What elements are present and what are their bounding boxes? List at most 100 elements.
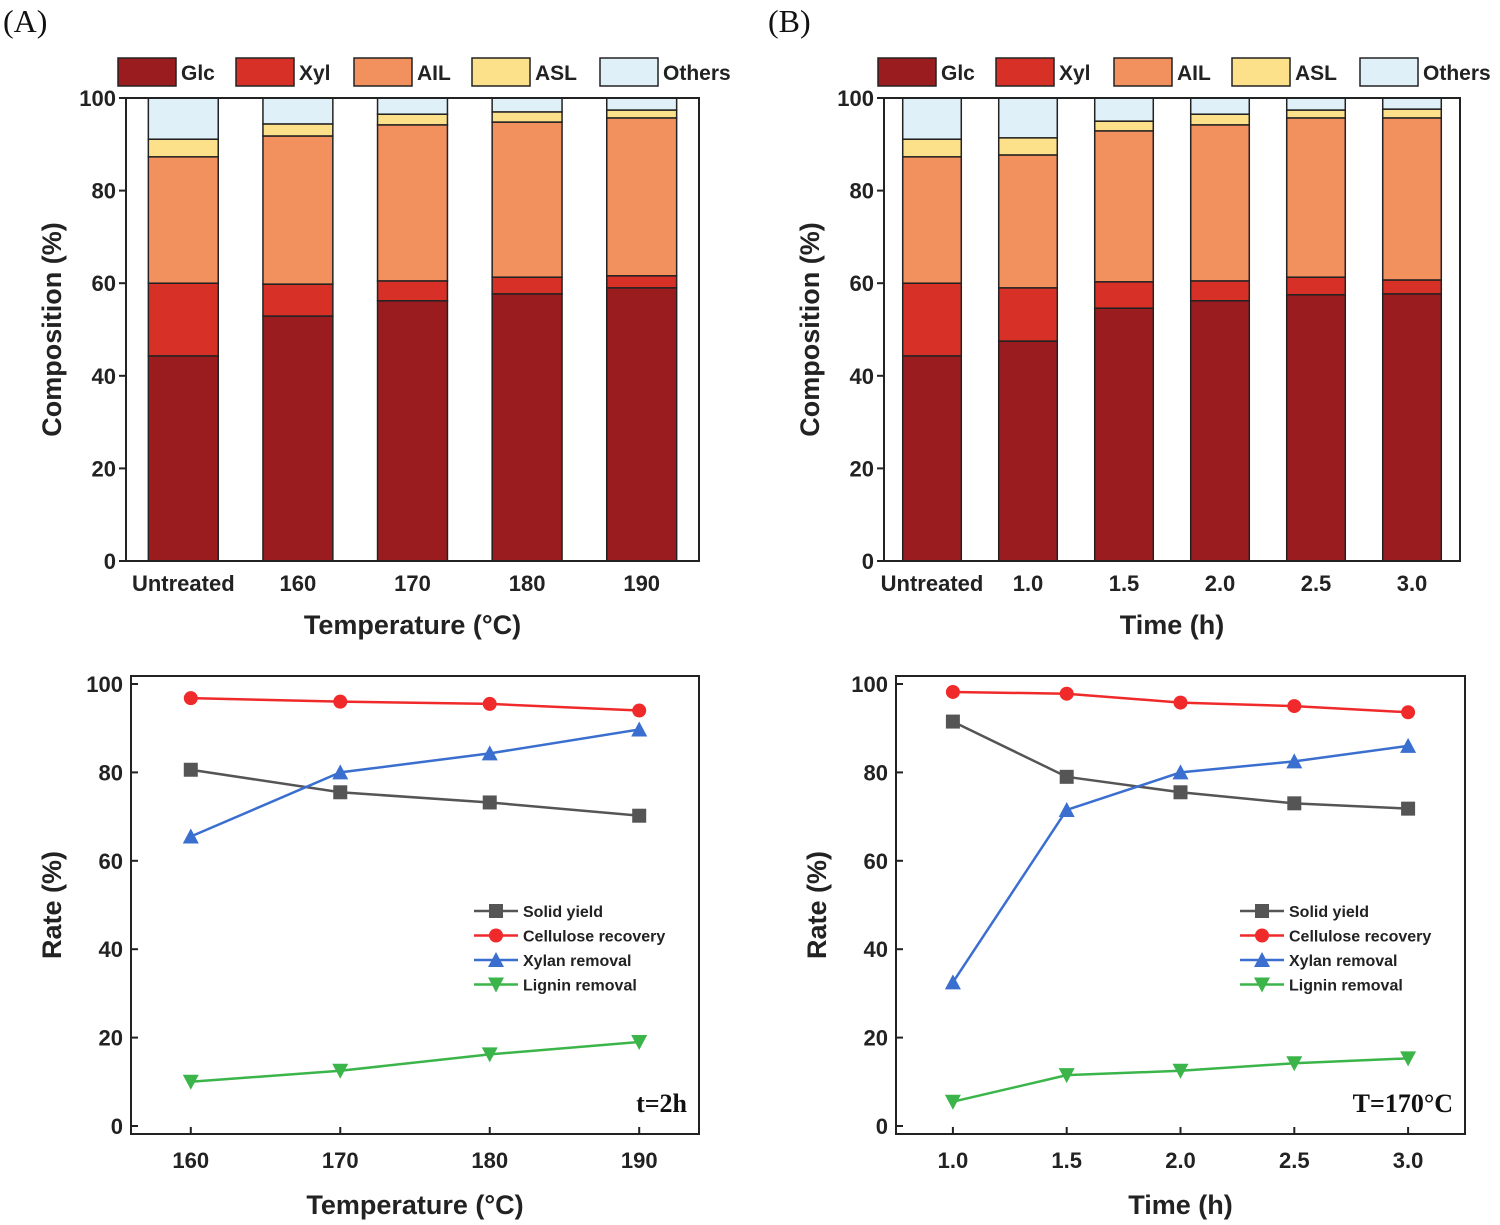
legend-item: Lignin removal <box>474 977 637 995</box>
data-point <box>482 795 497 810</box>
bar-segment-xyl <box>997 287 1059 342</box>
data-point <box>1286 1056 1303 1072</box>
series-solid-yield <box>945 714 1416 816</box>
legend-marker <box>488 977 504 993</box>
legend-item: Glc <box>877 57 975 87</box>
x-tick-label: 160 <box>280 571 317 596</box>
panel-label: (A) <box>3 3 47 39</box>
bar-segment-others <box>1189 97 1251 115</box>
data-point <box>1059 769 1074 784</box>
y-tick-label: 100 <box>851 672 888 697</box>
legend-marker <box>488 952 504 967</box>
y-tick-label: 60 <box>864 849 888 874</box>
data-point <box>1401 801 1416 816</box>
legend-item: Xyl <box>235 57 331 87</box>
y-axis-label: Rate (%) <box>37 851 67 959</box>
legend-item: Xylan removal <box>474 952 632 970</box>
legend-item: Lignin removal <box>1240 977 1403 995</box>
legend-item: Solid yield <box>474 904 603 921</box>
x-tick-label: 180 <box>509 571 546 596</box>
condition-annotation: T=170°C <box>1353 1089 1453 1118</box>
bar-segment-asl <box>901 138 963 158</box>
x-tick-label: 190 <box>621 1148 658 1173</box>
bar-segment-others <box>376 97 449 115</box>
bar-segment-glc <box>1093 307 1155 562</box>
data-point <box>182 828 199 844</box>
bar-segment-asl <box>997 137 1059 156</box>
data-point <box>944 1094 961 1110</box>
legend-item: ASL <box>1231 57 1337 87</box>
y-tick-label: 20 <box>99 1026 123 1051</box>
bar-segment-ail <box>376 124 449 282</box>
legend-label: Lignin removal <box>523 978 637 995</box>
x-axis-label: Temperature (°C) <box>306 1190 523 1220</box>
series-lignin-removal <box>182 1035 648 1090</box>
data-point <box>1287 699 1302 714</box>
y-tick-label: 40 <box>850 364 874 389</box>
bar-chart-b: (B) Untreated 1.0 1.5 2.0 2.5 3.0 0 20 40 60 80 100 T… <box>768 3 1491 640</box>
data-point <box>945 714 960 729</box>
bar-segment-others <box>997 97 1059 139</box>
data-point <box>1173 785 1188 800</box>
y-tick-label: 100 <box>86 672 123 697</box>
series-line <box>190 696 640 712</box>
bar-segment-xyl <box>147 282 220 357</box>
x-tick-label: 1.0 <box>1013 571 1044 596</box>
data-point <box>945 684 960 699</box>
legend-item: AIL <box>1113 57 1211 87</box>
legend-label: Xyl <box>1059 62 1091 85</box>
data-point <box>333 694 348 709</box>
data-point <box>1286 753 1303 769</box>
y-tick-label: 100 <box>837 86 874 111</box>
y-tick-label: 0 <box>111 1114 123 1139</box>
series-cellulose-recovery <box>183 691 647 718</box>
series-xylan-removal <box>944 737 1417 990</box>
y-axis-label: Rate (%) <box>802 851 832 959</box>
x-tick-label: 2.0 <box>1165 1148 1196 1173</box>
bar-segment-ail <box>997 154 1059 289</box>
bar-segment-glc <box>491 293 563 562</box>
legend-label: AIL <box>1177 62 1211 85</box>
y-tick-label: 0 <box>862 549 874 574</box>
plot-frame <box>125 97 700 562</box>
bar-segment-ail <box>605 117 678 277</box>
y-tick-label: 80 <box>864 760 888 785</box>
data-point <box>1287 796 1302 811</box>
bar-segment-others <box>262 97 334 125</box>
legend-label: Xylan removal <box>1289 953 1398 970</box>
series-cellulose-recovery <box>945 684 1416 720</box>
bar-segment-xyl <box>262 283 334 317</box>
x-tick-label: 3.0 <box>1397 571 1428 596</box>
x-tick-label: 3.0 <box>1393 1148 1424 1173</box>
legend-swatch <box>599 57 659 87</box>
data-point <box>1172 764 1189 780</box>
bar-segment-others <box>147 97 220 140</box>
bar-segment-ail <box>901 156 963 284</box>
y-tick-label: 80 <box>92 179 116 204</box>
data-point <box>1400 1051 1417 1067</box>
legend-label: Others <box>1423 62 1491 85</box>
series-line <box>190 728 640 838</box>
x-tick-label: 180 <box>471 1148 508 1173</box>
bar-chart-a: (A) Untreated 160 170 180 190 0 20 40 60 80 100 Temp… <box>3 3 731 640</box>
legend-swatch <box>1113 57 1173 87</box>
bar-segment-asl <box>1189 113 1251 126</box>
plot-frame <box>883 97 1461 562</box>
plot-frame <box>130 675 700 1135</box>
bar-segment-xyl <box>376 280 449 302</box>
legend-marker <box>489 928 503 943</box>
series-line <box>951 744 1409 984</box>
data-point <box>631 1035 648 1051</box>
line-chart-b: 0 20 40 60 80 100 1.0 1.5 2.0 2.5 3.0 Time (h) Rate … <box>802 672 1466 1220</box>
bar-segment-ail <box>147 156 220 284</box>
y-tick-label: 40 <box>864 937 888 962</box>
data-point <box>482 696 497 711</box>
data-point <box>332 764 349 780</box>
y-tick-label: 0 <box>876 1114 888 1139</box>
x-axis-label: Time (h) <box>1120 610 1225 640</box>
bar-segment-asl <box>605 109 678 119</box>
legend-label: Xylan removal <box>523 953 632 970</box>
data-point <box>1401 705 1416 720</box>
data-point <box>1172 1063 1189 1079</box>
